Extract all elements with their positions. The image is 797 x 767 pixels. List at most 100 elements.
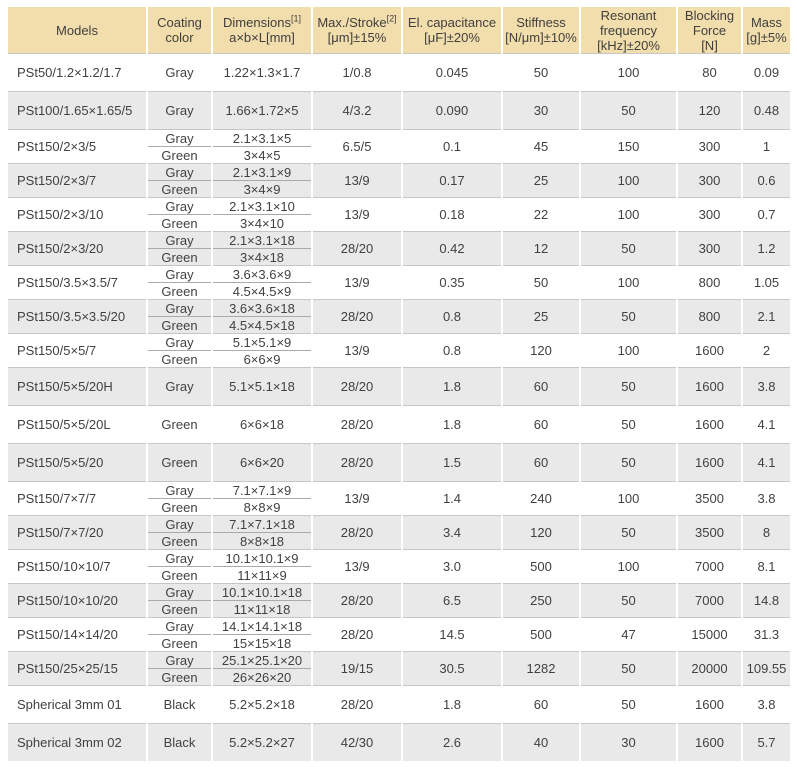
column-header-stiffness: Stiffness [N/μm]±10% [503,7,579,53]
cell-blocking-force: 3500 [678,515,741,549]
cell-blocking-force: 1600 [678,367,741,405]
cell-dimensions: 6×6×20 [213,443,311,481]
header-line: El. capacitance [407,15,497,30]
cell-resonant-frequency: 50 [581,91,676,129]
cell-mass: 0.09 [743,53,790,91]
cell-model: PSt150/5×5/20L [8,405,146,443]
cell-stiffness: 120 [503,515,579,549]
cell-model: PSt150/2×3/20 [8,231,146,265]
table-subrow: Green 3×4×5 [8,147,790,163]
cell-coating-color: Green [148,533,211,549]
cell-model: PSt150/10×10/20 [8,583,146,617]
cell-max-stroke: 28/20 [313,299,401,333]
cell-resonant-frequency: 100 [581,265,676,299]
cell-blocking-force: 1600 [678,723,741,761]
cell-max-stroke: 4/3.2 [313,91,401,129]
header-line: Blocking [684,7,735,23]
cell-model: PSt150/5×5/7 [8,333,146,367]
cell-blocking-force: 300 [678,163,741,197]
cell-model: Spherical 3mm 02 [8,723,146,761]
cell-mass: 0.6 [743,163,790,197]
cell-blocking-force: 800 [678,299,741,333]
cell-dimensions: 15×15×18 [213,635,311,651]
table-body: PSt50/1.2×1.2/1.7 Gray 1.22×1.3×1.7 1/0.8 0.… [8,53,790,761]
cell-stiffness: 250 [503,583,579,617]
cell-blocking-force: 3500 [678,481,741,515]
cell-blocking-force: 7000 [678,549,741,583]
table-row: PSt100/1.65×1.65/5 Gray 1.66×1.72×5 4/3.2 0.… [8,91,790,129]
cell-max-stroke: 28/20 [313,367,401,405]
header-line: Max./Stroke [317,15,387,30]
cell-coating-color: Green [148,635,211,651]
header-line: [μF]±20% [424,30,480,45]
table-subrow: Green 15×15×18 [8,635,790,651]
header-line: [kHz]±20% [597,37,660,53]
cell-coating-color: Gray [148,53,211,91]
cell-max-stroke: 13/9 [313,549,401,583]
table-row: PSt150/5×5/20L Green 6×6×18 28/20 1.8 60 50 160… [8,405,790,443]
cell-mass: 109.55 [743,651,790,685]
cell-model: Spherical 3mm 01 [8,685,146,723]
cell-dimensions: 5.1×5.1×9 [213,333,311,351]
table-header: Models Coating color Dimensions[1] a×b×L[mm]… [8,7,790,53]
cell-resonant-frequency: 50 [581,515,676,549]
cell-coating-color: Green [148,215,211,231]
cell-coating-color: Gray [148,617,211,635]
column-header-blocking-force: Blocking Force [N] [678,7,741,53]
cell-stiffness: 240 [503,481,579,515]
cell-blocking-force: 1600 [678,333,741,367]
cell-coating-color: Green [148,567,211,583]
cell-model: PSt150/5×5/20H [8,367,146,405]
cell-stiffness: 30 [503,91,579,129]
cell-resonant-frequency: 47 [581,617,676,651]
cell-coating-color: Gray [148,197,211,215]
cell-stiffness: 25 [503,163,579,197]
cell-el-capacitance: 1.8 [403,685,501,723]
cell-el-capacitance: 6.5 [403,583,501,617]
cell-dimensions: 5.2×5.2×18 [213,685,311,723]
cell-max-stroke: 42/30 [313,723,401,761]
cell-coating-color: Green [148,669,211,685]
cell-model: PSt150/2×3/5 [8,129,146,163]
cell-resonant-frequency: 100 [581,481,676,515]
table-row: PSt150/5×5/20 Green 6×6×20 28/20 1.5 60 50 1600… [8,443,790,481]
cell-coating-color: Green [148,601,211,617]
cell-dimensions: 3×4×10 [213,215,311,231]
cell-model: PSt150/14×14/20 [8,617,146,651]
cell-max-stroke: 28/20 [313,583,401,617]
table-row: PSt150/10×10/20 Gray 10.1×10.1×18 28/20 6.5 2… [8,583,790,617]
cell-coating-color: Gray [148,91,211,129]
cell-mass: 5.7 [743,723,790,761]
cell-model: PSt150/3.5×3.5/7 [8,265,146,299]
cell-coating-color: Gray [148,583,211,601]
header-line: Models [56,22,98,38]
cell-dimensions: 7.1×7.1×18 [213,515,311,533]
cell-dimensions: 3×4×5 [213,147,311,163]
cell-el-capacitance: 2.6 [403,723,501,761]
cell-blocking-force: 120 [678,91,741,129]
cell-coating-color: Gray [148,299,211,317]
cell-stiffness: 25 [503,299,579,333]
cell-coating-color: Green [148,181,211,197]
cell-mass: 8 [743,515,790,549]
cell-mass: 1.2 [743,231,790,265]
cell-resonant-frequency: 100 [581,197,676,231]
cell-mass: 2.1 [743,299,790,333]
cell-el-capacitance: 0.090 [403,91,501,129]
cell-dimensions: 1.22×1.3×1.7 [213,53,311,91]
cell-dimensions: 10.1×10.1×18 [213,583,311,601]
cell-coating-color: Green [148,405,211,443]
table-subrow: Green 3×4×9 [8,181,790,197]
cell-dimensions: 8×8×9 [213,499,311,515]
cell-model: PSt150/5×5/20 [8,443,146,481]
cell-dimensions: 2.1×3.1×18 [213,231,311,249]
cell-mass: 1 [743,129,790,163]
cell-mass: 31.3 [743,617,790,651]
header-superscript: [2] [386,13,397,24]
cell-mass: 4.1 [743,443,790,481]
cell-resonant-frequency: 50 [581,405,676,443]
cell-coating-color: Gray [148,265,211,283]
cell-mass: 0.7 [743,197,790,231]
cell-dimensions: 26×26×20 [213,669,311,685]
cell-model: PSt150/25×25/15 [8,651,146,685]
